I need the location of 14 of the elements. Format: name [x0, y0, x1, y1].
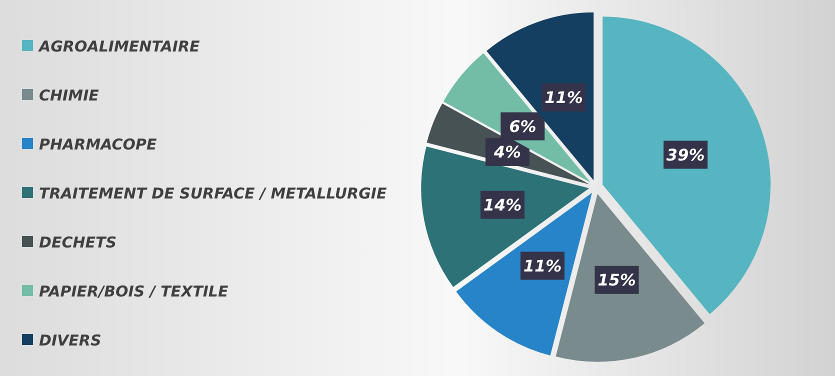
data-label: 14% [483, 196, 522, 215]
legend-label: AGROALIMENTAIRE [38, 37, 201, 56]
legend-label: CHIMIE [39, 86, 100, 104]
legend-label: DECHETS [39, 233, 117, 252]
data-label: 11% [523, 256, 562, 276]
data-label: 6% [509, 117, 536, 136]
data-label: 15% [598, 270, 636, 290]
legend-label: TRAITEMENT DE SURFACE / METALLURGIE [39, 184, 388, 202]
legend-label: PAPIER/BOIS / TEXTILE [39, 282, 229, 300]
data-label: 4% [492, 142, 522, 162]
legend-label: PHARMACOPE [39, 135, 158, 154]
legend-label: DIVERS [39, 331, 102, 350]
data-label: 11% [544, 88, 583, 108]
data-label: 39% [666, 146, 705, 165]
